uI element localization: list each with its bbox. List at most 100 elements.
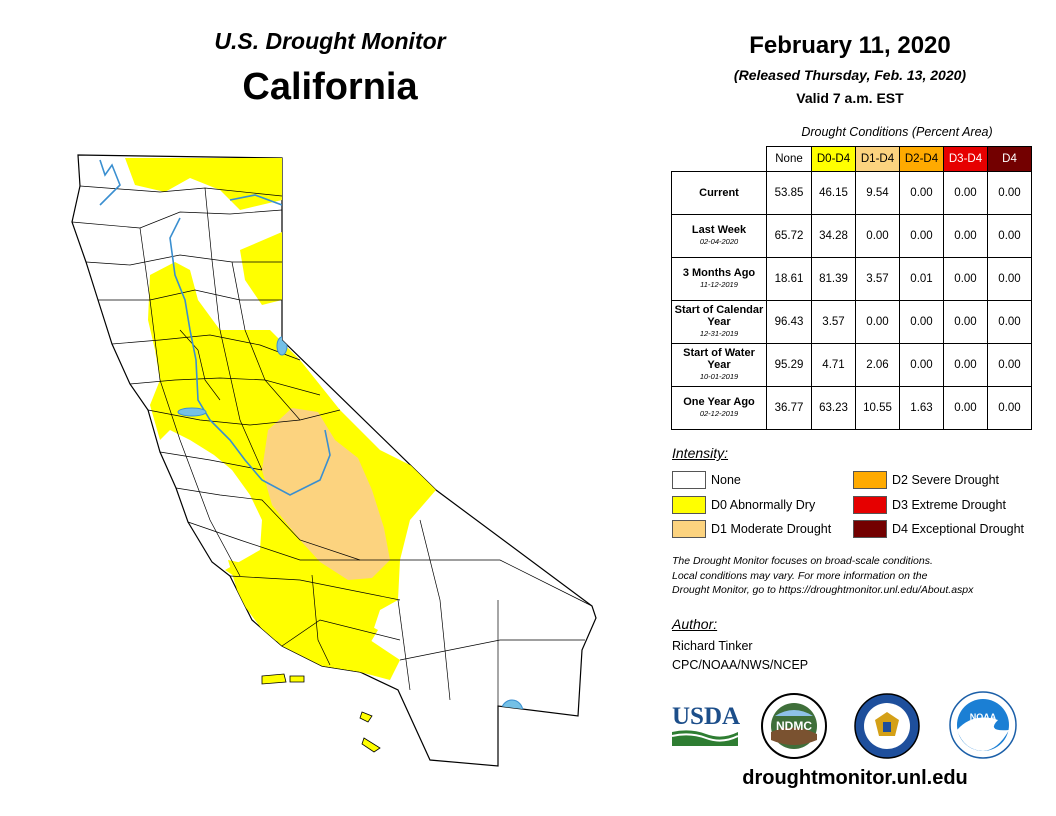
author-heading: Author: (672, 616, 718, 632)
table-cell: 0.00 (899, 300, 944, 344)
note-line: Drought Monitor, go to https://droughtmo… (672, 584, 974, 596)
row-label: Start of Calendar Year (674, 304, 764, 328)
table-cell: 9.54 (855, 171, 900, 215)
table-cell: 0.00 (943, 257, 988, 301)
row-date: 12-31-2019 (699, 329, 739, 338)
usda-logo-icon: USDA (671, 703, 740, 746)
noaa-logo-icon: NOAA (949, 691, 1017, 759)
california-drought-map (71, 154, 597, 767)
table-cell: 34.28 (811, 214, 856, 258)
note-line: Local conditions may vary. For more info… (672, 569, 928, 582)
map-title: California (242, 66, 418, 108)
table-cell: 46.15 (811, 171, 856, 215)
legend-swatch (853, 471, 887, 489)
row-label: Last Week (691, 224, 747, 236)
table-cell: 0.01 (899, 257, 944, 301)
legend-label: None (711, 473, 741, 487)
lake-tahoe (276, 336, 288, 356)
legend-label: D3 Extreme Drought (892, 498, 1006, 512)
column-header: D1-D4 (855, 146, 900, 172)
table-cell: 0.00 (987, 300, 1032, 344)
author-block: Richard Tinker CPC/NOAA/NWS/NCEP (672, 637, 808, 675)
table-cell: 95.29 (766, 343, 812, 387)
noaa-logo-text: NOAA (970, 712, 997, 722)
row-label: Current (699, 187, 739, 199)
legend-swatch (853, 520, 887, 538)
table-cell: 81.39 (811, 257, 856, 301)
legend-swatch (672, 471, 706, 489)
column-header: D2-D4 (899, 146, 944, 172)
table-cell: 18.61 (766, 257, 812, 301)
table-cell: 0.00 (987, 171, 1032, 215)
column-header: D4 (987, 146, 1032, 172)
row-label: Start of Water Year (683, 347, 755, 371)
salton-sea (500, 699, 524, 725)
table-cell: 0.00 (943, 300, 988, 344)
row-date: 11-12-2019 (700, 280, 738, 289)
row-date: 02-04-2020 (699, 237, 739, 246)
release-date: (Released Thursday, Feb. 13, 2020) (733, 67, 967, 83)
sf-bay (177, 407, 207, 417)
table-row: 3 Months Ago 11-12-2019 18.61 81.39 3.57 … (671, 257, 1032, 301)
table-cell: 0.00 (943, 386, 988, 430)
table-cell: 0.00 (987, 214, 1032, 258)
table-row: Start of Water Year 10-01-2019 95.29 4.71… (671, 343, 1032, 387)
department-of-commerce-seal-icon (854, 693, 920, 759)
table-cell: 3.57 (855, 257, 900, 301)
row-date: 02-12-2019 (699, 409, 739, 418)
table-cell: 0.00 (943, 214, 988, 258)
map-subtitle: U.S. Drought Monitor (214, 28, 446, 54)
county-lines (72, 185, 593, 706)
d1-area (262, 408, 390, 580)
legend-label: D4 Exceptional Drought (892, 522, 1025, 536)
table-cell: 0.00 (855, 300, 900, 344)
table-cell: 0.00 (987, 386, 1032, 430)
legend-label: D1 Moderate Drought (711, 522, 832, 536)
table-cell: 53.85 (766, 171, 812, 215)
row-date: 10-01-2019 (699, 372, 739, 381)
author-name: Richard Tinker (672, 639, 753, 653)
legend-swatch (853, 496, 887, 514)
legend-label: D0 Abnormally Dry (711, 498, 816, 512)
table-caption: Drought Conditions (Percent Area) (801, 125, 993, 139)
drought-conditions-table: None D0-D4 D1-D4 D2-D4 D3-D4 D4 Current … (671, 146, 1032, 430)
table-cell: 36.77 (766, 386, 812, 430)
row-label: One Year Ago (683, 396, 755, 408)
table-cell: 10.55 (855, 386, 900, 430)
table-cell: 0.00 (943, 171, 988, 215)
table-cell: 4.71 (811, 343, 856, 387)
legend-label: D2 Severe Drought (892, 473, 1000, 487)
table-cell: 65.72 (766, 214, 812, 258)
column-header: None (766, 146, 812, 172)
report-date: February 11, 2020 (749, 32, 951, 59)
channel-islands (261, 673, 381, 753)
table-cell: 63.23 (811, 386, 856, 430)
legend-title: Intensity: (672, 445, 729, 461)
author-org: CPC/NOAA/NWS/NCEP (672, 658, 809, 672)
note-line: The Drought Monitor focuses on broad-sca… (672, 555, 933, 567)
table-cell: 1.63 (899, 386, 944, 430)
table-cell: 0.00 (943, 343, 988, 387)
monitor-note: The Drought Monitor focuses on broad-sca… (672, 554, 1044, 598)
legend-swatch (672, 520, 706, 538)
table-cell: 3.57 (811, 300, 856, 344)
table-row: Last Week 02-04-2020 65.72 34.28 0.00 0.0… (671, 214, 1032, 258)
legend-swatch (672, 496, 706, 514)
table-cell: 0.00 (987, 343, 1032, 387)
table-cell: 0.00 (899, 171, 944, 215)
table-cell: 0.00 (855, 214, 900, 258)
table-row: Current 53.85 46.15 9.54 0.00 0.00 0.00 (671, 171, 1032, 215)
table-cell: 0.00 (899, 214, 944, 258)
valid-time: Valid 7 a.m. EST (796, 90, 904, 106)
column-header: D3-D4 (943, 146, 988, 172)
column-header: D0-D4 (811, 146, 856, 172)
footer-url[interactable]: droughtmonitor.unl.edu (742, 767, 968, 789)
ndmc-logo-icon: NDMC (761, 693, 827, 759)
table-cell: 0.00 (899, 343, 944, 387)
ndmc-logo-text: NDMC (776, 719, 812, 733)
table-row: One Year Ago 02-12-2019 36.77 63.23 10.55… (671, 386, 1032, 430)
usda-logo-text: USDA (672, 703, 740, 730)
table-row: Start of Calendar Year 12-31-2019 96.43 3… (671, 300, 1032, 344)
table-cell: 0.00 (987, 257, 1032, 301)
table-cell: 2.06 (855, 343, 900, 387)
